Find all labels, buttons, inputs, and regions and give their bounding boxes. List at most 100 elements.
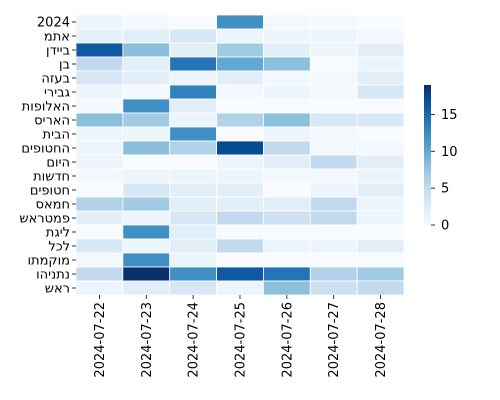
heatmap-cell bbox=[169, 70, 217, 86]
column-label: 2024-07-25 bbox=[234, 302, 249, 378]
row-label: נתניהו bbox=[36, 268, 70, 283]
heatmap-cell bbox=[75, 28, 124, 44]
heatmap-cell bbox=[216, 126, 264, 142]
heatmap-cell bbox=[309, 210, 358, 226]
heatmap-cell bbox=[75, 168, 124, 184]
row-label: חדשות bbox=[33, 170, 70, 185]
heatmap-cell bbox=[263, 126, 311, 142]
heatmap-cell bbox=[122, 112, 171, 128]
heatmap-cell bbox=[216, 84, 264, 100]
heatmap-cell bbox=[309, 140, 358, 156]
column-label: 2024-07-28 bbox=[374, 302, 389, 378]
heatmap-cell bbox=[356, 154, 405, 170]
heatmap-cell bbox=[263, 98, 311, 114]
heatmap-cell bbox=[122, 84, 171, 100]
heatmap-cell bbox=[169, 126, 217, 142]
heatmap-cell bbox=[75, 210, 124, 226]
heatmap-cell bbox=[216, 98, 264, 114]
heatmap-cell bbox=[169, 196, 217, 212]
heatmap-cell bbox=[169, 98, 217, 114]
row-label: לכל bbox=[48, 240, 70, 255]
heatmap-cell bbox=[75, 70, 124, 86]
heatmap-cell bbox=[169, 280, 217, 296]
heatmap-cell bbox=[263, 112, 311, 128]
heatmap-cell bbox=[309, 56, 358, 72]
heatmap-cell bbox=[356, 182, 405, 198]
heatmap-cell bbox=[216, 182, 264, 198]
heatmap-cell bbox=[169, 182, 217, 198]
heatmap-cell bbox=[263, 84, 311, 100]
heatmap-cell bbox=[216, 140, 264, 156]
row-label: האלופות bbox=[22, 100, 70, 115]
heatmap-cell bbox=[309, 182, 358, 198]
heatmap-cell bbox=[169, 252, 217, 268]
heatmap-cell bbox=[122, 42, 171, 58]
heatmap-cell bbox=[75, 112, 124, 128]
colorbar-tick-label: 0 bbox=[441, 219, 449, 234]
colorbar-gradient bbox=[424, 85, 431, 225]
row-label: 2024 bbox=[37, 16, 70, 31]
heatmap-cell bbox=[122, 28, 171, 44]
colorbar-tick-label: 5 bbox=[441, 182, 449, 197]
heatmap-cell bbox=[309, 112, 358, 128]
heatmap-cell bbox=[122, 224, 171, 240]
heatmap-cell bbox=[122, 182, 171, 198]
heatmap-cell bbox=[356, 126, 405, 142]
heatmap-cell bbox=[309, 98, 358, 114]
row-label: מוקמתו bbox=[27, 254, 70, 269]
column-labels: 2024-07-22 2024-07-23 2024-07-24 2024-07-25… bbox=[93, 295, 389, 378]
heatmap-cell bbox=[75, 140, 124, 156]
heatmap-cell bbox=[216, 28, 264, 44]
heatmap-cell bbox=[263, 210, 311, 226]
heatmap-cell bbox=[356, 224, 405, 240]
heatmap-cell bbox=[216, 112, 264, 128]
row-label: חמאס bbox=[36, 198, 70, 213]
heatmap-cell bbox=[75, 182, 124, 198]
colorbar-tick-label: 15 bbox=[441, 108, 458, 123]
heatmap-cell bbox=[75, 266, 124, 282]
heatmap-cell bbox=[216, 224, 264, 240]
row-label: היום bbox=[46, 156, 70, 171]
heatmap-cell bbox=[169, 224, 217, 240]
heatmap-cell bbox=[356, 42, 405, 58]
heatmap-cell bbox=[75, 238, 124, 254]
heatmap-cell bbox=[309, 266, 358, 282]
heatmap-cell bbox=[122, 98, 171, 114]
heatmap-cell bbox=[75, 84, 124, 100]
row-label: בעזה bbox=[41, 72, 70, 87]
column-label: 2024-07-23 bbox=[140, 302, 155, 378]
heatmap-cell bbox=[216, 280, 264, 296]
heatmap-cell bbox=[309, 28, 358, 44]
heatmap-cell bbox=[356, 98, 405, 114]
row-label: החטופים bbox=[21, 142, 70, 157]
heatmap-cell bbox=[356, 112, 405, 128]
row-label: ליגת bbox=[46, 226, 70, 241]
heatmap-cell bbox=[263, 140, 311, 156]
heatmap-cell bbox=[309, 14, 358, 30]
heatmap-cell bbox=[169, 28, 217, 44]
heatmap-cell bbox=[263, 70, 311, 86]
heatmap-cell bbox=[169, 210, 217, 226]
heatmap-cell bbox=[216, 56, 264, 72]
heatmap-cell bbox=[122, 252, 171, 268]
row-label: ראש bbox=[45, 282, 70, 297]
heatmap-cell bbox=[122, 140, 171, 156]
heatmap-cell bbox=[263, 182, 311, 198]
heatmap-cell bbox=[356, 266, 405, 282]
heatmap-cell bbox=[263, 238, 311, 254]
heatmap-cell bbox=[75, 196, 124, 212]
heatmap-cell bbox=[309, 280, 358, 296]
heatmap-cell bbox=[75, 126, 124, 142]
heatmap-cell bbox=[263, 168, 311, 184]
column-label: 2024-07-22 bbox=[93, 302, 108, 378]
heatmap-cell bbox=[75, 252, 124, 268]
row-label: אתמ bbox=[44, 30, 70, 45]
heatmap-cell bbox=[309, 238, 358, 254]
heatmap-cell bbox=[169, 56, 217, 72]
heatmap-cell bbox=[263, 280, 311, 296]
heatmap-cell bbox=[309, 126, 358, 142]
heatmap-cell bbox=[75, 280, 124, 296]
heatmap-cell bbox=[216, 70, 264, 86]
heatmap-cell bbox=[122, 168, 171, 184]
